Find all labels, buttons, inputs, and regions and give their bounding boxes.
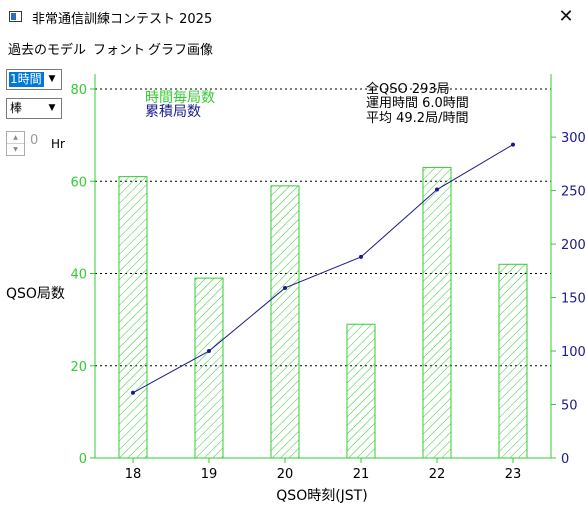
x-tick-label: 22: [429, 467, 446, 482]
chevron-down-icon: ▼: [48, 74, 56, 84]
x-tick-label: 18: [125, 467, 142, 482]
hours-value: 0: [30, 133, 39, 148]
x-tick-label: 19: [201, 467, 218, 482]
line-point: [207, 349, 211, 354]
stepper-down-icon[interactable]: ▼: [13, 146, 18, 153]
app-icon: [9, 11, 22, 22]
line-point: [131, 390, 135, 395]
chevron-down-icon: ▼: [48, 103, 56, 113]
right-tick-label: 150: [561, 292, 586, 307]
summary-average: 平均 49.2局/時間: [366, 111, 468, 126]
summary-hours: 運用時間 6.0時間: [366, 96, 469, 111]
bar: [270, 185, 300, 459]
close-button[interactable]: ✕: [558, 6, 574, 27]
line-point: [511, 142, 515, 147]
line-series: [131, 142, 515, 395]
x-axis-label: QSO時刻(JST): [276, 488, 367, 504]
line-point: [283, 285, 287, 290]
line-path: [132, 144, 514, 394]
legend-bar-label: 時間毎局数: [145, 90, 215, 106]
menu-graph-image[interactable]: グラフ画像: [148, 43, 214, 58]
x-tick-label: 23: [505, 467, 522, 482]
line-point: [435, 187, 439, 192]
grid: [95, 88, 551, 367]
left-tick-label: 0: [79, 452, 87, 467]
tick-labels: 0 20 40 60 80 0 50 100 150 200 250 300 18 19 20 21 22 23: [70, 83, 585, 482]
interval-select[interactable]: 1時間 ▼: [6, 69, 62, 90]
menu-font[interactable]: フォント: [93, 43, 146, 58]
bar: [422, 166, 452, 459]
menu-bar: 過去のモデル フォント グラフ画像: [0, 36, 586, 60]
window-title: 非常通信訓練コンテスト 2025: [32, 12, 213, 27]
stepper-up-icon[interactable]: ▲: [7, 132, 24, 144]
line-point: [359, 254, 363, 259]
left-tick-label: 40: [70, 268, 87, 283]
bar: [346, 323, 376, 459]
chart-type-select-value: 棒: [10, 101, 23, 115]
x-tick-label: 20: [277, 467, 294, 482]
axes: [94, 74, 552, 459]
hours-unit-label: Hr: [51, 137, 65, 151]
hours-stepper[interactable]: ▲ ▼: [6, 131, 25, 156]
right-tick-label: 0: [561, 452, 569, 467]
summary-total: 全QSO 293局: [366, 81, 450, 97]
title-bar: 非常通信訓練コンテスト 2025 ✕: [0, 0, 586, 34]
x-tick-label: 21: [353, 467, 370, 482]
bar: [118, 176, 148, 459]
right-tick-label: 50: [561, 399, 578, 414]
left-tick-label: 60: [70, 175, 87, 190]
bar: [194, 277, 224, 459]
bar-series: [118, 166, 528, 459]
right-tick-label: 250: [561, 185, 586, 200]
left-tick-label: 80: [70, 83, 87, 98]
interval-select-value: 1時間: [9, 72, 44, 87]
y-axis-label: QSO局数: [6, 286, 65, 302]
right-tick-label: 100: [561, 345, 586, 360]
right-tick-label: 200: [561, 238, 586, 253]
left-tick-label: 20: [70, 360, 87, 375]
menu-past-models[interactable]: 過去のモデル: [8, 43, 87, 58]
chart-type-select[interactable]: 棒 ▼: [6, 98, 62, 119]
right-tick-label: 300: [561, 131, 586, 146]
legend-line-label: 累積局数: [145, 104, 201, 120]
bar: [498, 263, 528, 459]
